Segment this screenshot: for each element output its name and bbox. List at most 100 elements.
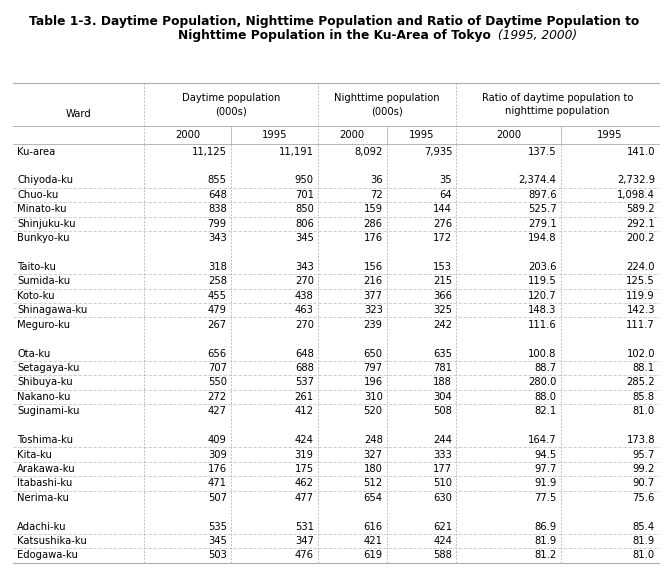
Text: 99.2: 99.2 (633, 464, 655, 474)
Text: 588: 588 (434, 551, 452, 560)
Text: 797: 797 (363, 363, 383, 373)
Text: 88.0: 88.0 (535, 392, 557, 402)
Text: 304: 304 (434, 392, 452, 402)
Text: 897.6: 897.6 (528, 190, 557, 200)
Text: Kita-ku: Kita-ku (17, 449, 52, 460)
Text: Toshima-ku: Toshima-ku (17, 435, 74, 445)
Text: 94.5: 94.5 (535, 449, 557, 460)
Text: 261: 261 (294, 392, 314, 402)
Text: 148.3: 148.3 (529, 305, 557, 315)
Text: 531: 531 (295, 521, 314, 532)
Text: 95.7: 95.7 (633, 449, 655, 460)
Text: 120.7: 120.7 (528, 291, 557, 301)
Text: 175: 175 (294, 464, 314, 474)
Text: Katsushika-ku: Katsushika-ku (17, 536, 87, 546)
Text: 215: 215 (433, 276, 452, 286)
Text: Adachi-ku: Adachi-ku (17, 521, 67, 532)
Text: Table 1-3. Daytime Population, Nighttime Population and Ratio of Daytime Populat: Table 1-3. Daytime Population, Nighttime… (29, 15, 640, 28)
Text: 81.9: 81.9 (633, 536, 655, 546)
Text: 1,098.4: 1,098.4 (617, 190, 655, 200)
Text: 507: 507 (208, 493, 227, 503)
Text: 503: 503 (208, 551, 227, 560)
Text: 345: 345 (295, 233, 314, 243)
Text: 701: 701 (295, 190, 314, 200)
Text: 2000: 2000 (496, 130, 521, 140)
Text: 267: 267 (207, 320, 227, 329)
Text: Sumida-ku: Sumida-ku (17, 276, 70, 286)
Text: 137.5: 137.5 (528, 147, 557, 156)
Text: 102.0: 102.0 (626, 348, 655, 359)
Text: 510: 510 (434, 478, 452, 488)
Text: 276: 276 (433, 219, 452, 229)
Text: 270: 270 (295, 320, 314, 329)
Text: 650: 650 (364, 348, 383, 359)
Text: 100.8: 100.8 (529, 348, 557, 359)
Text: 164.7: 164.7 (528, 435, 557, 445)
Text: 216: 216 (363, 276, 383, 286)
Text: 648: 648 (208, 190, 227, 200)
Text: 188: 188 (434, 378, 452, 387)
Text: 525.7: 525.7 (528, 205, 557, 214)
Text: 86.9: 86.9 (535, 521, 557, 532)
Text: 455: 455 (208, 291, 227, 301)
Text: Itabashi-ku: Itabashi-ku (17, 478, 73, 488)
Text: Nighttime Population in the Ku-Area of Tokyo: Nighttime Population in the Ku-Area of T… (178, 29, 491, 42)
Text: 343: 343 (208, 233, 227, 243)
Text: 323: 323 (364, 305, 383, 315)
Text: 550: 550 (208, 378, 227, 387)
Text: 333: 333 (434, 449, 452, 460)
Text: Koto-ku: Koto-ku (17, 291, 55, 301)
Text: 950: 950 (295, 175, 314, 186)
Text: Chuo-ku: Chuo-ku (17, 190, 59, 200)
Text: (1995, 2000): (1995, 2000) (494, 29, 577, 42)
Text: 82.1: 82.1 (535, 406, 557, 416)
Text: 366: 366 (434, 291, 452, 301)
Text: 176: 176 (363, 233, 383, 243)
Text: Ratio of daytime population to
nighttime population: Ratio of daytime population to nighttime… (482, 93, 634, 116)
Text: 589.2: 589.2 (626, 205, 655, 214)
Text: 781: 781 (434, 363, 452, 373)
Text: 424: 424 (295, 435, 314, 445)
Text: 81.9: 81.9 (535, 536, 557, 546)
Text: 75.6: 75.6 (633, 493, 655, 503)
Text: 279.1: 279.1 (528, 219, 557, 229)
Text: 838: 838 (208, 205, 227, 214)
Text: 438: 438 (295, 291, 314, 301)
Text: 616: 616 (363, 521, 383, 532)
Text: 327: 327 (364, 449, 383, 460)
Text: 111.6: 111.6 (528, 320, 557, 329)
Text: 153: 153 (434, 262, 452, 272)
Text: 272: 272 (207, 392, 227, 402)
Text: 159: 159 (363, 205, 383, 214)
Text: 512: 512 (363, 478, 383, 488)
Text: 72: 72 (370, 190, 383, 200)
Text: 90.7: 90.7 (633, 478, 655, 488)
Text: 806: 806 (295, 219, 314, 229)
Text: 119.9: 119.9 (626, 291, 655, 301)
Text: Minato-ku: Minato-ku (17, 205, 67, 214)
Text: 2,374.4: 2,374.4 (518, 175, 557, 186)
Text: 635: 635 (434, 348, 452, 359)
Text: Setagaya-ku: Setagaya-ku (17, 363, 80, 373)
Text: Daytime population
(000s): Daytime population (000s) (181, 93, 280, 116)
Text: 258: 258 (208, 276, 227, 286)
Text: 309: 309 (208, 449, 227, 460)
Text: 11,191: 11,191 (279, 147, 314, 156)
Text: 855: 855 (208, 175, 227, 186)
Text: 81.0: 81.0 (633, 406, 655, 416)
Text: 91.9: 91.9 (535, 478, 557, 488)
Text: 176: 176 (207, 464, 227, 474)
Text: 144: 144 (434, 205, 452, 214)
Text: 36: 36 (370, 175, 383, 186)
Text: 477: 477 (295, 493, 314, 503)
Text: Suginami-ku: Suginami-ku (17, 406, 80, 416)
Text: 111.7: 111.7 (626, 320, 655, 329)
Text: 347: 347 (295, 536, 314, 546)
Text: Nerima-ku: Nerima-ku (17, 493, 70, 503)
Text: 244: 244 (434, 435, 452, 445)
Text: 850: 850 (295, 205, 314, 214)
Text: 2000: 2000 (175, 130, 200, 140)
Text: 286: 286 (364, 219, 383, 229)
Text: 325: 325 (434, 305, 452, 315)
Text: 180: 180 (364, 464, 383, 474)
